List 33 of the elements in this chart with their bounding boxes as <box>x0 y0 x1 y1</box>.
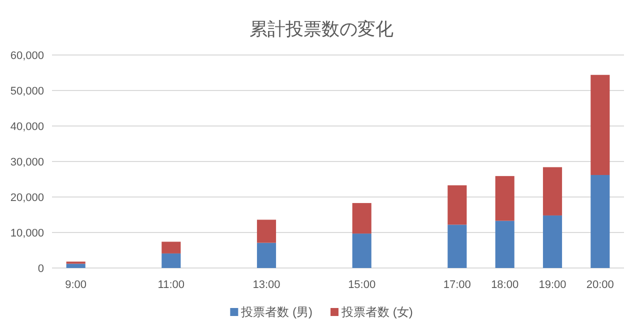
bar <box>162 242 181 254</box>
x-tick-label: 18:00 <box>491 279 519 291</box>
y-tick-label: 60,000 <box>10 50 44 62</box>
x-tick-label: 13:00 <box>252 279 280 291</box>
bar <box>256 242 276 268</box>
y-tick-label: 50,000 <box>10 86 44 98</box>
bar <box>542 215 562 268</box>
y-tick-label: 40,000 <box>10 121 44 133</box>
bar <box>590 74 610 175</box>
y-tick-label: 20,000 <box>10 192 44 204</box>
bar <box>495 220 514 268</box>
x-tick-label: 9:00 <box>65 279 87 291</box>
bar <box>495 176 514 221</box>
x-tick-label: 11:00 <box>158 279 185 291</box>
x-tick-label: 19:00 <box>538 279 566 291</box>
bar <box>352 203 372 234</box>
y-tick-label: 0 <box>38 263 44 275</box>
bar <box>66 264 86 268</box>
legend-label: 投票者数 (男) <box>240 305 312 319</box>
legend-label: 投票者数 (女) <box>340 305 413 319</box>
bar <box>352 234 372 268</box>
y-tick-label: 30,000 <box>10 156 44 168</box>
bar <box>162 253 181 268</box>
x-tick-label: 20:00 <box>586 279 614 291</box>
y-tick-label: 10,000 <box>10 228 44 240</box>
bar <box>542 167 562 216</box>
x-tick-label: 17:00 <box>443 279 471 291</box>
chart-title: 累計投票数の変化 <box>250 19 394 39</box>
x-tick-label: 15:00 <box>348 279 376 291</box>
bar <box>590 174 610 268</box>
bar <box>256 220 276 243</box>
bar <box>448 224 467 268</box>
bar <box>448 185 467 225</box>
